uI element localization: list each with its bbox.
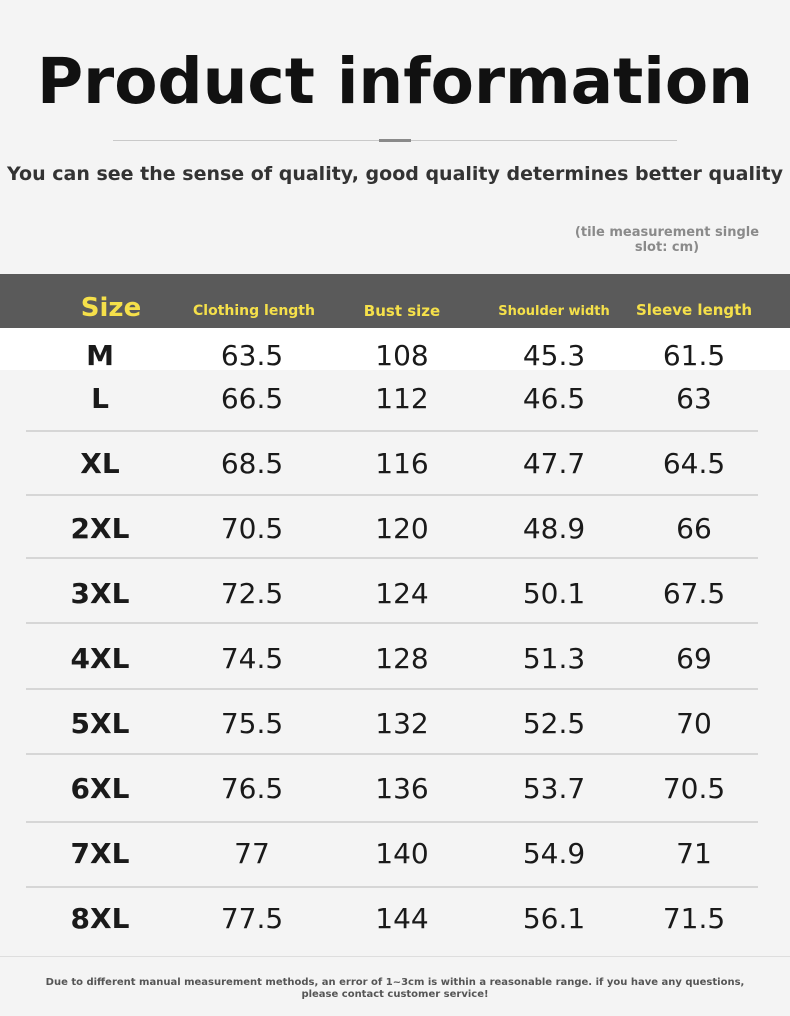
cell-size: M (86, 338, 114, 372)
cell-shoulder-width: 48.9 (522, 511, 586, 545)
cell-bust-size: 128 (375, 641, 429, 675)
cell-sleeve-length: 66 (676, 511, 712, 545)
cell-clothing-length: 63.5 (220, 338, 284, 372)
cell-clothing-length: 77.5 (220, 901, 284, 935)
table-row: 2XL 70.5 120 48.9 66 (0, 505, 790, 551)
header-size: Size (80, 292, 142, 323)
cell-shoulder-width: 54.9 (522, 836, 586, 870)
footer-note: Due to different manual measurement meth… (45, 977, 745, 1000)
cell-bust-size: 140 (375, 836, 429, 870)
table-row: XL 68.5 116 47.7 64.5 (0, 440, 790, 486)
cell-size: 3XL (70, 576, 130, 610)
cell-sleeve-length: 71.5 (662, 901, 726, 935)
row-divider (26, 688, 758, 690)
table-row: 7XL 77 140 54.9 71 (0, 830, 790, 876)
cell-bust-size: 136 (375, 771, 429, 805)
cell-shoulder-width: 45.3 (522, 338, 586, 372)
cell-size: 6XL (70, 771, 130, 805)
table-row: 3XL 72.5 124 50.1 67.5 (0, 570, 790, 616)
size-table-header: Size Clothing length Bust size Shoulder … (0, 274, 790, 328)
cell-size: 5XL (70, 706, 130, 740)
cell-clothing-length: 70.5 (220, 511, 284, 545)
page-subtitle: You can see the sense of quality, good q… (7, 163, 783, 185)
table-row: 4XL 74.5 128 51.3 69 (0, 635, 790, 681)
cell-bust-size: 124 (375, 576, 429, 610)
table-row: 5XL 75.5 132 52.5 70 (0, 700, 790, 746)
table-row: L 66.5 112 46.5 63 (0, 375, 790, 421)
cell-sleeve-length: 61.5 (662, 338, 726, 372)
cell-shoulder-width: 52.5 (522, 706, 586, 740)
table-row: 6XL 76.5 136 53.7 70.5 (0, 765, 790, 811)
cell-sleeve-length: 71 (676, 836, 712, 870)
cell-bust-size: 144 (375, 901, 429, 935)
cell-clothing-length: 72.5 (220, 576, 284, 610)
cell-size: 8XL (70, 901, 130, 935)
row-divider (26, 430, 758, 432)
cell-shoulder-width: 53.7 (522, 771, 586, 805)
cell-sleeve-length: 69 (676, 641, 712, 675)
cell-shoulder-width: 46.5 (522, 381, 586, 415)
cell-clothing-length: 76.5 (220, 771, 284, 805)
cell-bust-size: 120 (375, 511, 429, 545)
row-divider (26, 821, 758, 823)
cell-clothing-length: 75.5 (220, 706, 284, 740)
cell-bust-size: 112 (375, 381, 429, 415)
cell-sleeve-length: 63 (676, 381, 712, 415)
row-divider (26, 753, 758, 755)
cell-size: 4XL (70, 641, 130, 675)
cell-shoulder-width: 47.7 (522, 446, 586, 480)
table-row: M 63.5 108 45.3 61.5 (0, 335, 790, 375)
cell-shoulder-width: 50.1 (522, 576, 586, 610)
cell-bust-size: 108 (375, 338, 429, 372)
header-clothing-length: Clothing length (193, 302, 315, 319)
cell-size: XL (80, 446, 120, 480)
cell-clothing-length: 68.5 (220, 446, 284, 480)
row-divider (26, 886, 758, 888)
header-bust-size: Bust size (363, 301, 441, 320)
footer-divider (0, 956, 790, 957)
cell-sleeve-length: 64.5 (662, 446, 726, 480)
first-row-highlight (0, 328, 790, 370)
unit-note: (tile measurement single slot: cm) (574, 225, 760, 255)
cell-size: L (91, 381, 109, 415)
table-row: 8XL 77.5 144 56.1 71.5 (0, 895, 790, 941)
row-divider (26, 557, 758, 559)
header-sleeve-length: Sleeve length (635, 300, 753, 319)
cell-clothing-length: 74.5 (220, 641, 284, 675)
divider-accent (379, 139, 411, 142)
cell-sleeve-length: 70 (676, 706, 712, 740)
row-divider (26, 622, 758, 624)
header-shoulder-width: Shoulder width (498, 303, 610, 319)
row-divider (26, 494, 758, 496)
cell-size: 2XL (70, 511, 130, 545)
cell-size: 7XL (70, 836, 130, 870)
cell-shoulder-width: 51.3 (522, 641, 586, 675)
cell-sleeve-length: 67.5 (662, 576, 726, 610)
cell-shoulder-width: 56.1 (522, 901, 586, 935)
page-title: Product information (36, 45, 754, 118)
cell-clothing-length: 66.5 (220, 381, 284, 415)
cell-clothing-length: 77 (234, 836, 270, 870)
cell-bust-size: 132 (375, 706, 429, 740)
cell-bust-size: 116 (375, 446, 429, 480)
cell-sleeve-length: 70.5 (662, 771, 726, 805)
